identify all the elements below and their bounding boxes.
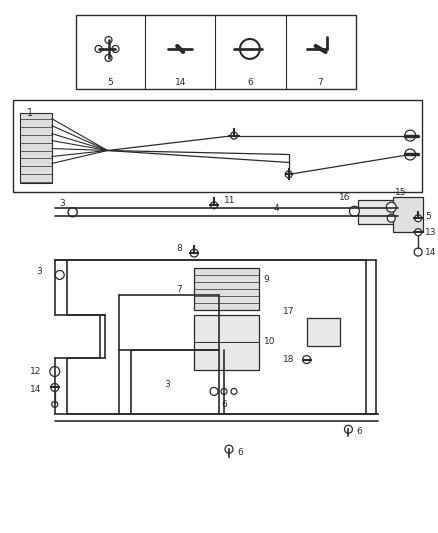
Text: 8: 8: [177, 244, 182, 253]
Text: 7: 7: [177, 285, 182, 294]
Text: 15: 15: [395, 188, 407, 197]
Text: 4: 4: [274, 204, 279, 213]
Circle shape: [105, 54, 112, 61]
Circle shape: [350, 206, 360, 216]
Circle shape: [415, 229, 422, 236]
Circle shape: [68, 208, 77, 217]
Text: 17: 17: [283, 308, 295, 316]
Circle shape: [285, 171, 292, 178]
Circle shape: [387, 214, 395, 222]
Circle shape: [68, 208, 77, 217]
Text: 7: 7: [318, 78, 323, 87]
Circle shape: [190, 249, 198, 257]
Text: 11: 11: [224, 196, 236, 205]
Bar: [307, 318, 340, 345]
Text: 3: 3: [164, 380, 170, 389]
Circle shape: [55, 270, 64, 279]
Text: 13: 13: [425, 228, 437, 237]
Text: 6: 6: [357, 427, 362, 436]
Circle shape: [211, 202, 218, 209]
Circle shape: [405, 149, 416, 160]
Text: 14: 14: [174, 78, 186, 87]
Bar: [194, 268, 259, 310]
Circle shape: [95, 45, 102, 52]
Bar: [20, 112, 52, 183]
Text: 6: 6: [247, 78, 253, 87]
Text: 3: 3: [36, 268, 42, 277]
Circle shape: [303, 356, 311, 364]
Circle shape: [230, 132, 237, 139]
Text: 9: 9: [264, 276, 269, 285]
Text: 14: 14: [425, 247, 437, 256]
Text: 12: 12: [30, 367, 41, 376]
Bar: [76, 15, 357, 89]
Circle shape: [225, 445, 233, 453]
Circle shape: [105, 37, 112, 44]
Circle shape: [414, 248, 422, 256]
Text: 16: 16: [339, 193, 350, 202]
Bar: [13, 100, 422, 192]
Text: 14: 14: [30, 385, 41, 394]
Circle shape: [51, 383, 59, 391]
Text: 5: 5: [425, 212, 431, 221]
Text: 6: 6: [221, 400, 227, 409]
Circle shape: [405, 130, 416, 141]
Circle shape: [344, 425, 353, 433]
Circle shape: [231, 389, 237, 394]
Circle shape: [386, 203, 396, 212]
Circle shape: [50, 367, 60, 376]
Circle shape: [210, 387, 218, 395]
Text: 5: 5: [108, 78, 113, 87]
Text: 18: 18: [283, 355, 295, 364]
Circle shape: [52, 401, 58, 407]
Circle shape: [112, 45, 119, 52]
Bar: [393, 197, 423, 232]
Text: 3: 3: [60, 199, 66, 208]
Bar: [194, 315, 259, 369]
Text: 1: 1: [27, 108, 33, 118]
Text: 10: 10: [264, 337, 276, 346]
Text: 6: 6: [237, 448, 243, 457]
Circle shape: [221, 389, 227, 394]
Circle shape: [415, 215, 422, 222]
Bar: [358, 200, 398, 224]
